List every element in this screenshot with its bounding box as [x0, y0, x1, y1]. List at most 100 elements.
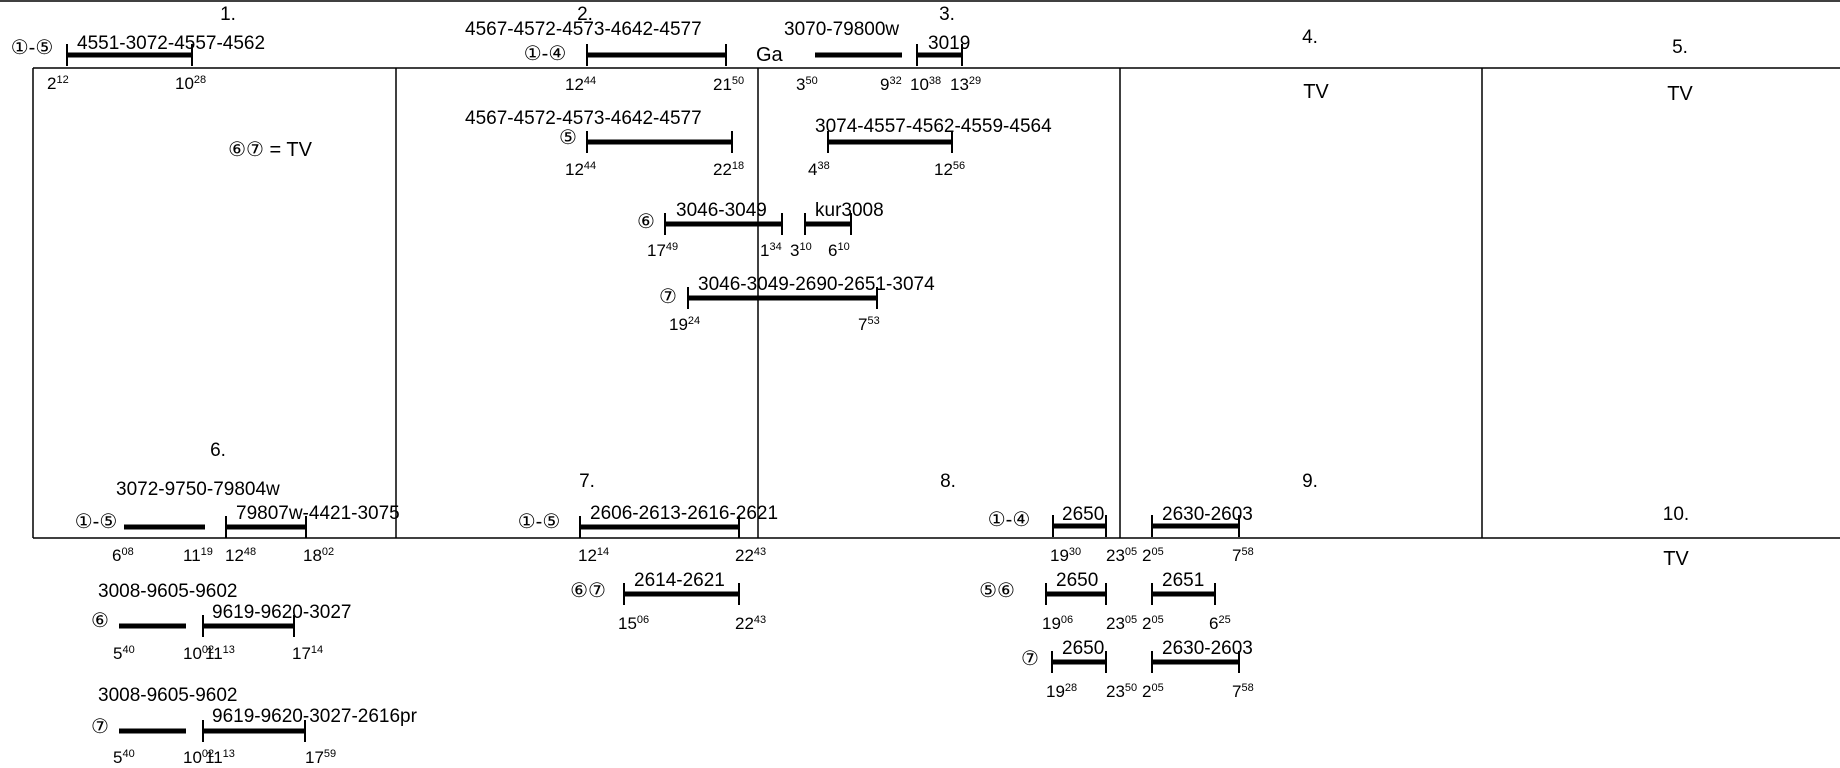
- period-8-row-3-segment-1-arrival: 2350: [1106, 682, 1137, 701]
- period-5-label: 5.: [1672, 37, 1688, 58]
- period-3-row-2-segment-1-train: 3074-4557-4562-4559-4564: [815, 116, 1052, 137]
- period-6-row-2-segment-1-train: 3008-9605-9602: [98, 581, 237, 602]
- period-9-row-1-segment-1-train: 2630-2603: [1162, 504, 1253, 525]
- period-8-row-1-segment-1-arrival: 2305: [1106, 546, 1137, 565]
- period-6-row-2-segment-2-departure: 1113: [205, 644, 235, 663]
- period-2-row-2-segment-1-departure: 1244: [565, 160, 596, 179]
- period-8-row-3-segment-1-departure: 1928: [1046, 682, 1077, 701]
- roster-grid: [0, 0, 1840, 539]
- roster-marks: 1. ⑥⑦ = TV ①-⑤ 4551-3072-4557-4562 212 1028 2.…: [11, 4, 1694, 767]
- period-6-row-3-segment-1-arrival: 1002: [183, 748, 214, 767]
- period-3-row-1-segment-1-arrival: 932: [880, 75, 902, 94]
- period-6-row-2-days: ⑥: [91, 610, 109, 632]
- period-2-row-3-days: ⑥: [637, 211, 655, 233]
- period-6-row-3-segment-1-train: 3008-9605-9602: [98, 685, 237, 706]
- period-7-row-1-segment-1-arrival: 2243: [735, 546, 766, 565]
- period-10-label: 10.: [1663, 504, 1689, 525]
- period-6-row-3-segment-2-train: 9619-9620-3027-2616pr: [212, 706, 418, 727]
- period-6-row-1-segment-2-arrival: 1802: [303, 546, 334, 565]
- period-6-row-1-segment-2-train: 79807w-4421-3075: [236, 503, 400, 524]
- period-4-label: 4.: [1302, 27, 1318, 48]
- period-8-row-1-segment-1-train: 2650: [1062, 504, 1104, 525]
- period-2-row-4-segment-1-departure: 1924: [669, 315, 700, 334]
- period-7-row-2-segment-1-departure: 1506: [618, 614, 649, 633]
- period-3-row-2-segment-1-arrival: 1256: [934, 160, 965, 179]
- period-1-row-1-segment-1-arrival: 1028: [175, 74, 206, 93]
- period-3-row-3-segment-1-arrival: 610: [828, 241, 850, 260]
- period-3-row-1-segment-2-departure: 1038: [910, 75, 941, 94]
- period-7-row-1-days: ①-⑤: [518, 511, 561, 533]
- period-6-row-3-segment-1-departure: 540: [113, 748, 135, 767]
- period-9-row-2-segment-1-departure: 205: [1142, 614, 1164, 633]
- period-1-row-1-days: ①-⑤: [11, 37, 54, 59]
- period-9-row-3-segment-1-departure: 205: [1142, 682, 1164, 701]
- period-6-row-3-segment-2-arrival: 1759: [305, 748, 336, 767]
- period-9-row-1-segment-1-arrival: 758: [1232, 546, 1254, 565]
- period-7-row-1-segment-1-train: 2606-2613-2616-2621: [590, 503, 778, 524]
- period-1-note: ⑥⑦ = TV: [228, 139, 313, 161]
- period-6-row-2-segment-1-arrival: 1002: [183, 644, 214, 663]
- period-7-row-1-segment-1-departure: 1214: [578, 546, 609, 565]
- period-1-row-1-segment-1-departure: 212: [47, 74, 69, 93]
- period-2-row-1-segment-1-arrival: 2150: [713, 75, 744, 94]
- period-7-label: 7.: [579, 471, 595, 492]
- period-7-row-2-segment-1-train: 2614-2621: [634, 570, 725, 591]
- period-8-row-2-segment-1-arrival: 2305: [1106, 614, 1137, 633]
- period-6-row-1-days: ①-⑤: [75, 511, 118, 533]
- period-8-label: 8.: [940, 471, 956, 492]
- period-1-row-1-segment-1-train: 4551-3072-4557-4562: [77, 33, 265, 54]
- period-3-row-3-segment-1-train: kur3008: [815, 200, 884, 221]
- period-6-row-1-segment-1-departure: 608: [112, 546, 134, 565]
- period-9-label: 9.: [1302, 471, 1318, 492]
- period-2-row-2-days: ⑤: [559, 127, 577, 149]
- period-3-row-1-segment-2-train: 3019: [928, 33, 970, 54]
- period-6-row-1-segment-2-departure: 1248: [225, 546, 256, 565]
- period-2-row-3-segment-1-arrival: 134: [760, 241, 782, 260]
- period-8-row-2-segment-1-train: 2650: [1056, 570, 1098, 591]
- period-2-row-1-segment-1-train: 4567-4572-4573-4642-4577: [465, 19, 702, 40]
- period-2-row-3-segment-1-train: 3046-3049: [676, 200, 767, 221]
- period-3-row-1-segment-1-departure: 350: [796, 75, 818, 94]
- period-8-row-2-days: ⑤⑥: [979, 580, 1015, 602]
- period-9-row-2-segment-1-train: 2651: [1162, 570, 1204, 591]
- period-8-row-3-days: ⑦: [1021, 648, 1039, 670]
- period-7-row-2-segment-1-arrival: 2243: [735, 614, 766, 633]
- period-2-row-2-segment-1-arrival: 2218: [713, 160, 744, 179]
- period-8-row-2-segment-1-departure: 1906: [1042, 614, 1073, 633]
- period-2-row-4-segment-1-arrival: 753: [858, 315, 880, 334]
- period-6-row-1-segment-1-train: 3072-9750-79804w: [116, 479, 280, 500]
- period-3-row-1-segment-2-arrival: 1329: [950, 75, 981, 94]
- period-2-row-2-segment-1-train: 4567-4572-4573-4642-4577: [465, 108, 702, 129]
- period-6-row-3-days: ⑦: [91, 716, 109, 738]
- period-9-row-3-segment-1-train: 2630-2603: [1162, 638, 1253, 659]
- period-3-row-3-segment-1-departure: 310: [790, 241, 812, 260]
- period-7-row-2-days: ⑥⑦: [570, 580, 606, 602]
- period-3-row-2-segment-1-departure: 438: [808, 160, 830, 179]
- period-2-gap-label: Ga: [756, 44, 784, 66]
- period-6-row-2-segment-2-arrival: 1714: [292, 644, 323, 663]
- period-3-label: 3.: [939, 4, 955, 25]
- period-9-row-1-segment-1-departure: 205: [1142, 546, 1164, 565]
- period-9-row-3-segment-1-arrival: 758: [1232, 682, 1254, 701]
- period-10-note: TV: [1663, 548, 1689, 570]
- period-2-row-4-days: ⑦: [659, 286, 677, 308]
- period-8-row-1-days: ①-④: [988, 509, 1031, 531]
- period-2-row-1-days: ①-④: [524, 43, 567, 65]
- period-2-row-3-segment-1-departure: 1749: [647, 241, 678, 260]
- period-4-note: TV: [1303, 81, 1329, 103]
- period-6-row-1-segment-1-arrival: 1119: [183, 546, 213, 565]
- period-6-label: 6.: [210, 440, 226, 461]
- period-6-row-2-segment-1-departure: 540: [113, 644, 135, 663]
- period-2-row-1-segment-1-departure: 1244: [565, 75, 596, 94]
- period-3-row-1-segment-1-train: 3070-79800w: [784, 19, 899, 40]
- period-6-row-2-segment-2-train: 9619-9620-3027: [212, 602, 351, 623]
- period-6-row-3-segment-2-departure: 1113: [205, 748, 235, 767]
- period-1-label: 1.: [220, 4, 236, 25]
- period-8-row-3-segment-1-train: 2650: [1062, 638, 1104, 659]
- period-5-note: TV: [1667, 83, 1693, 105]
- period-2-label: 2.: [577, 4, 593, 25]
- period-8-row-1-segment-1-departure: 1930: [1050, 546, 1081, 565]
- period-9-row-2-segment-1-arrival: 625: [1209, 614, 1231, 633]
- period-2-row-4-segment-1-train: 3046-3049-2690-2651-3074: [698, 274, 935, 295]
